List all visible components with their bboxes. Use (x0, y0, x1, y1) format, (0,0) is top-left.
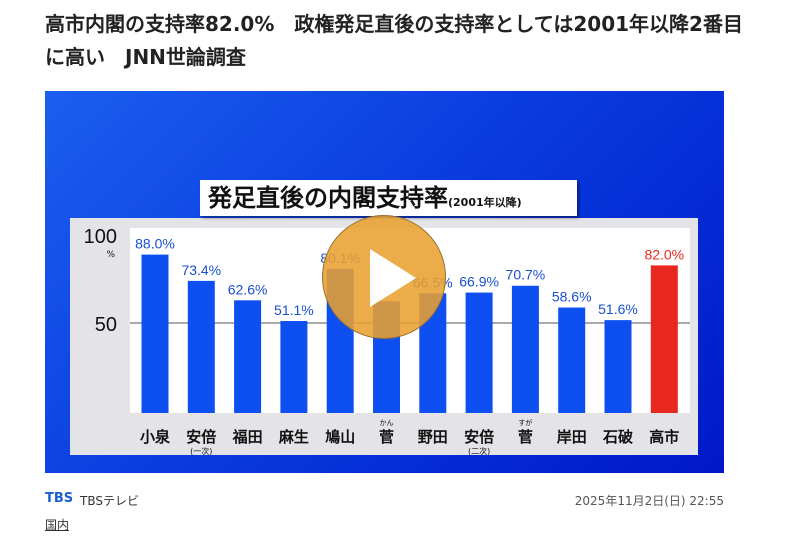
ytick-label: 50 (95, 314, 117, 336)
chart-title: 発足直後の内閣支持率(2001年以降) (200, 180, 577, 216)
category-label: 福田 (232, 428, 263, 446)
category-label: 菅 (518, 428, 533, 446)
y-unit: % (106, 250, 115, 260)
category-label: 菅 (379, 428, 394, 446)
category-label: 岸田 (557, 428, 587, 446)
tbs-logo[interactable]: TBS (45, 491, 74, 506)
bar (234, 300, 262, 413)
data-label: 58.6% (552, 289, 592, 305)
category-ruby: かん (380, 419, 394, 427)
bar (604, 320, 632, 413)
chart-title-text: 発足直後の内閣支持率 (208, 184, 448, 212)
category-label: 安倍 (186, 428, 216, 446)
category-note: (二次) (468, 446, 490, 456)
data-label: 51.1% (274, 302, 314, 318)
play-button[interactable] (322, 215, 446, 339)
data-label: 62.6% (228, 281, 268, 297)
category-label: 麻生 (278, 428, 309, 446)
data-label: 51.6% (598, 301, 638, 317)
source-name[interactable]: TBSテレビ (80, 494, 139, 508)
category-label: 石破 (602, 428, 633, 446)
data-label: 88.0% (135, 236, 175, 252)
bar (187, 280, 215, 413)
article-title: 高市内閣の支持率82.0% 政権発足直後の支持率としては2001年以降2番目に高… (45, 12, 743, 69)
category-ruby: すが (518, 418, 532, 427)
bar (650, 265, 678, 413)
publish-date: 2025年11月2日(日) 22:55 (574, 494, 724, 508)
bar (511, 285, 539, 413)
data-label: 73.4% (181, 262, 221, 278)
category-label: 鳩山 (325, 428, 355, 446)
data-label: 70.7% (506, 267, 546, 283)
data-label: 82.0% (644, 246, 684, 262)
category-link[interactable]: 国内 (45, 518, 70, 532)
category-label: 野田 (418, 428, 448, 446)
data-label: 66.9% (459, 274, 499, 290)
bar (280, 321, 308, 413)
category-label: 安倍 (464, 428, 494, 446)
category-label: 高市 (649, 428, 679, 446)
bar (558, 307, 586, 413)
bar (465, 292, 493, 413)
chart-subtitle: (2001年以降) (448, 196, 522, 209)
ytick-label: 100 (84, 226, 117, 248)
video-player[interactable]: 50100%88.0%小泉73.4%安倍(一次)62.6%福田51.1%麻生80… (45, 91, 724, 473)
category-label: 小泉 (140, 428, 171, 446)
category-note: (一次) (190, 446, 212, 456)
bar (141, 254, 169, 413)
